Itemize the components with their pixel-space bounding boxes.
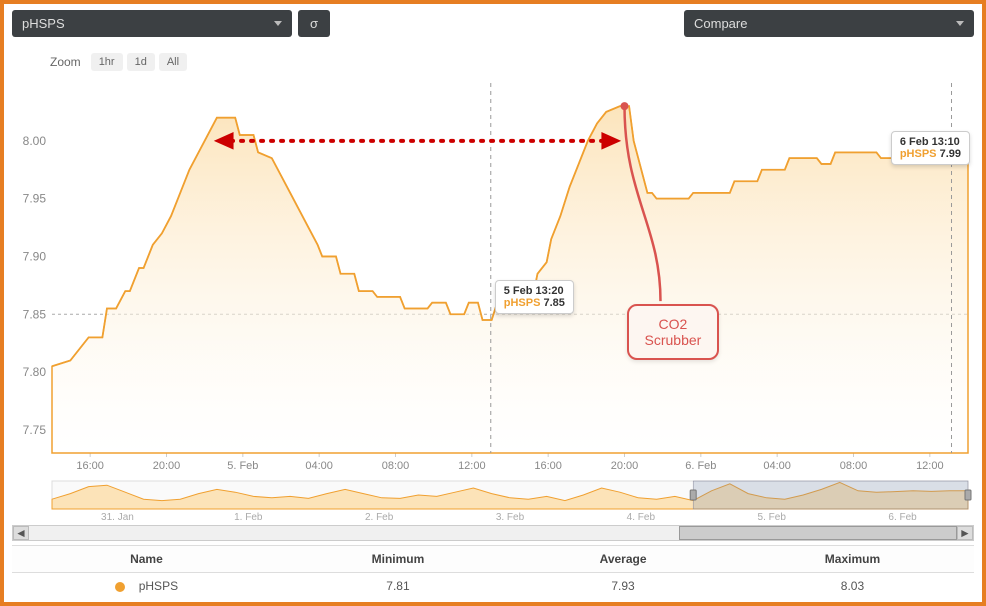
- svg-text:04:00: 04:00: [763, 460, 791, 472]
- sigma-button[interactable]: σ: [298, 10, 330, 37]
- compare-dropdown-label: Compare: [694, 16, 747, 31]
- chevron-down-icon: [956, 21, 964, 26]
- series-dropdown[interactable]: pHSPS: [12, 10, 292, 37]
- scroll-right-icon[interactable]: ►: [957, 526, 973, 540]
- svg-text:2. Feb: 2. Feb: [365, 512, 394, 523]
- svg-text:1. Feb: 1. Feb: [234, 512, 263, 523]
- svg-text:5. Feb: 5. Feb: [227, 460, 258, 472]
- zoom-label: Zoom: [50, 55, 81, 69]
- tooltip-value: 7.99: [940, 148, 961, 160]
- svg-text:31. Jan: 31. Jan: [101, 512, 134, 523]
- callout-line1: CO2: [645, 316, 702, 332]
- col-max: Maximum: [731, 546, 974, 573]
- svg-text:12:00: 12:00: [458, 460, 486, 472]
- svg-text:7.80: 7.80: [23, 365, 47, 379]
- svg-text:08:00: 08:00: [382, 460, 410, 472]
- tooltip-timestamp: 6 Feb 13:10: [900, 136, 961, 148]
- svg-text:3. Feb: 3. Feb: [496, 512, 525, 523]
- compare-dropdown[interactable]: Compare: [684, 10, 974, 37]
- svg-text:16:00: 16:00: [534, 460, 562, 472]
- svg-text:04:00: 04:00: [305, 460, 333, 472]
- navigator-svg: 31. Jan 1. Feb 2. Feb 3. Feb 4. Feb 5. Feb 6. …: [12, 479, 974, 523]
- svg-text:12:00: 12:00: [916, 460, 944, 472]
- callout-line2: Scrubber: [645, 332, 702, 348]
- series-dropdown-label: pHSPS: [22, 16, 65, 31]
- svg-text:7.95: 7.95: [23, 192, 47, 206]
- zoom-1d-button[interactable]: 1d: [127, 53, 155, 71]
- scroll-left-icon[interactable]: ◄: [13, 526, 29, 540]
- tooltip-cursor1: 5 Feb 13:20 pHSPS 7.85: [495, 280, 574, 314]
- row-min: 7.81: [281, 573, 515, 600]
- horizontal-scrollbar[interactable]: ◄ ►: [12, 525, 974, 541]
- svg-text:6. Feb: 6. Feb: [888, 512, 917, 523]
- svg-text:20:00: 20:00: [611, 460, 639, 472]
- toolbar: pHSPS σ Compare: [4, 4, 982, 43]
- svg-text:7.85: 7.85: [23, 307, 47, 321]
- table-row: pHSPS 7.81 7.93 8.03: [12, 573, 974, 600]
- row-avg: 7.93: [515, 573, 731, 600]
- main-chart[interactable]: 7.75 7.80 7.85 7.90 7.95 8.00 16:00 20:00 5. Feb…: [12, 77, 974, 477]
- svg-text:20:00: 20:00: [153, 460, 181, 472]
- tooltip-value: 7.85: [544, 297, 565, 309]
- navigator[interactable]: 31. Jan 1. Feb 2. Feb 3. Feb 4. Feb 5. Feb 6. …: [12, 479, 974, 523]
- svg-text:6. Feb: 6. Feb: [685, 460, 716, 472]
- chart-svg: 7.75 7.80 7.85 7.90 7.95 8.00 16:00 20:00 5. Feb…: [12, 77, 974, 477]
- tooltip-series-label: pHSPS: [504, 297, 541, 309]
- zoom-all-button[interactable]: All: [159, 53, 187, 71]
- series-color-icon: [115, 582, 125, 592]
- col-avg: Average: [515, 546, 731, 573]
- zoom-1hr-button[interactable]: 1hr: [91, 53, 123, 71]
- tooltip-cursor2: 6 Feb 13:10 pHSPS 7.99: [891, 131, 970, 165]
- row-name: pHSPS: [139, 579, 178, 593]
- col-min: Minimum: [281, 546, 515, 573]
- chevron-down-icon: [274, 21, 282, 26]
- chart-frame: pHSPS σ Compare Zoom 1hr 1d All: [0, 0, 986, 606]
- svg-text:8.00: 8.00: [23, 134, 47, 148]
- svg-text:5. Feb: 5. Feb: [758, 512, 787, 523]
- svg-text:4. Feb: 4. Feb: [627, 512, 656, 523]
- scrollbar-thumb[interactable]: [679, 526, 957, 540]
- col-name: Name: [12, 546, 281, 573]
- row-max: 8.03: [731, 573, 974, 600]
- svg-text:08:00: 08:00: [840, 460, 868, 472]
- svg-text:16:00: 16:00: [76, 460, 104, 472]
- stats-table: Name Minimum Average Maximum pHSPS 7.81 …: [12, 545, 974, 599]
- svg-text:7.75: 7.75: [23, 423, 47, 437]
- co2-scrubber-callout: CO2 Scrubber: [627, 304, 720, 360]
- tooltip-series-label: pHSPS: [900, 148, 937, 160]
- zoom-controls: Zoom 1hr 1d All: [4, 43, 982, 75]
- scrollbar-track[interactable]: [29, 526, 957, 540]
- tooltip-timestamp: 5 Feb 13:20: [504, 285, 565, 297]
- svg-text:7.90: 7.90: [23, 249, 47, 263]
